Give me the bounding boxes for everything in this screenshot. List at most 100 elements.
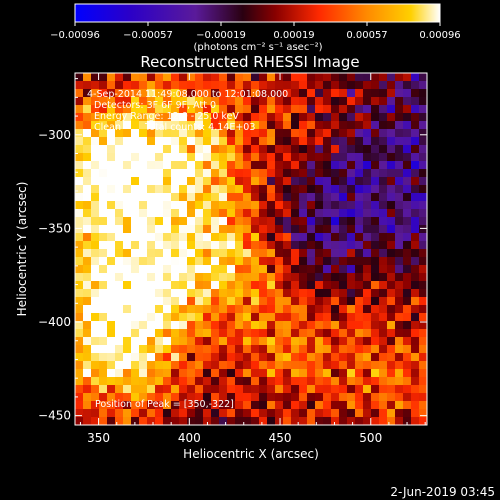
heatmap-cell — [355, 105, 364, 114]
heatmap-cell — [179, 169, 188, 178]
heatmap-cell — [115, 369, 124, 378]
heatmap-cell — [275, 129, 284, 138]
heatmap-cell — [355, 137, 364, 146]
heatmap-cell — [115, 409, 124, 418]
heatmap-cell — [275, 241, 284, 250]
heatmap-cell — [275, 113, 284, 122]
heatmap-cell — [195, 417, 204, 425]
heatmap-cell — [211, 97, 220, 106]
heatmap-cell — [395, 265, 404, 274]
heatmap-cell — [339, 345, 348, 354]
heatmap-cell — [243, 241, 252, 250]
heatmap-cell — [299, 201, 308, 210]
heatmap-cell — [307, 97, 316, 106]
heatmap-cell — [291, 249, 300, 258]
heatmap-cell — [195, 153, 204, 162]
heatmap-cell — [291, 209, 300, 218]
heatmap-cell — [419, 225, 427, 234]
heatmap-cell — [307, 161, 316, 170]
x-tick-label: 500 — [359, 431, 382, 445]
heatmap-cell — [83, 337, 92, 346]
heatmap-cell — [283, 241, 292, 250]
heatmap-cell — [347, 137, 356, 146]
heatmap-cell — [323, 265, 332, 274]
heatmap-cell — [211, 233, 220, 242]
heatmap-cell — [243, 193, 252, 202]
heatmap-cell — [363, 145, 372, 154]
heatmap-cell — [379, 369, 388, 378]
heatmap-cell — [243, 289, 252, 298]
heatmap-cell — [403, 249, 412, 258]
heatmap-cell — [235, 409, 244, 418]
heatmap-cell — [123, 81, 132, 90]
heatmap-cell — [315, 321, 324, 330]
heatmap-cell — [155, 89, 164, 98]
heatmap-cell — [99, 417, 108, 425]
heatmap-cell — [139, 385, 148, 394]
heatmap-cell — [235, 361, 244, 370]
heatmap-cell — [83, 385, 92, 394]
heatmap-cell — [395, 273, 404, 282]
heatmap-cell — [147, 289, 156, 298]
heatmap-cell — [339, 193, 348, 202]
heatmap-cell — [331, 273, 340, 282]
heatmap-cell — [227, 321, 236, 330]
heatmap-cell — [419, 209, 427, 218]
heatmap-cell — [323, 169, 332, 178]
heatmap-cell — [99, 401, 108, 410]
heatmap-cell — [355, 249, 364, 258]
heatmap-cell — [291, 225, 300, 234]
heatmap-cell — [131, 369, 140, 378]
heatmap-cell — [163, 313, 172, 322]
heatmap-cell — [283, 161, 292, 170]
heatmap-cell — [387, 73, 396, 82]
heatmap-cell — [227, 385, 236, 394]
heatmap-cell — [403, 161, 412, 170]
heatmap-cell — [251, 209, 260, 218]
heatmap-cell — [227, 129, 236, 138]
heatmap-cell — [123, 281, 132, 290]
heatmap-cell — [243, 161, 252, 170]
heatmap-cell — [275, 73, 284, 82]
heatmap-cell — [363, 353, 372, 362]
heatmap-cell — [419, 313, 427, 322]
heatmap-cell — [115, 361, 124, 370]
heatmap-cell — [123, 385, 132, 394]
heatmap-cell — [379, 361, 388, 370]
heatmap-cell — [99, 369, 108, 378]
heatmap-cell — [227, 185, 236, 194]
heatmap-cell — [187, 105, 196, 114]
heatmap-cell — [403, 89, 412, 98]
heatmap-cell — [83, 321, 92, 330]
heatmap-cell — [235, 257, 244, 266]
heatmap-cell — [331, 217, 340, 226]
heatmap-cell — [379, 273, 388, 282]
heatmap-cell — [75, 305, 84, 314]
heatmap-cell — [123, 193, 132, 202]
heatmap-cell — [219, 417, 228, 425]
heatmap-cell — [243, 81, 252, 90]
heatmap-cell — [395, 201, 404, 210]
heatmap-cell — [323, 153, 332, 162]
heatmap-cell — [131, 393, 140, 402]
heatmap-cell — [403, 185, 412, 194]
heatmap-cell — [75, 105, 84, 114]
heatmap-cell — [307, 385, 316, 394]
heatmap-cell — [363, 225, 372, 234]
heatmap-cell — [291, 81, 300, 90]
heatmap-cell — [115, 401, 124, 410]
heatmap-cell — [203, 385, 212, 394]
heatmap-cell — [211, 401, 220, 410]
heatmap-cell — [115, 137, 124, 146]
heatmap-cell — [171, 233, 180, 242]
heatmap-cell — [91, 209, 100, 218]
heatmap-cell — [107, 281, 116, 290]
heatmap-cell — [331, 289, 340, 298]
heatmap-cell — [395, 153, 404, 162]
heatmap-cell — [331, 281, 340, 290]
heatmap-cell — [259, 105, 268, 114]
heatmap-cell — [115, 177, 124, 186]
heatmap-cell — [139, 345, 148, 354]
heatmap-cell — [91, 273, 100, 282]
heatmap-cell — [259, 353, 268, 362]
